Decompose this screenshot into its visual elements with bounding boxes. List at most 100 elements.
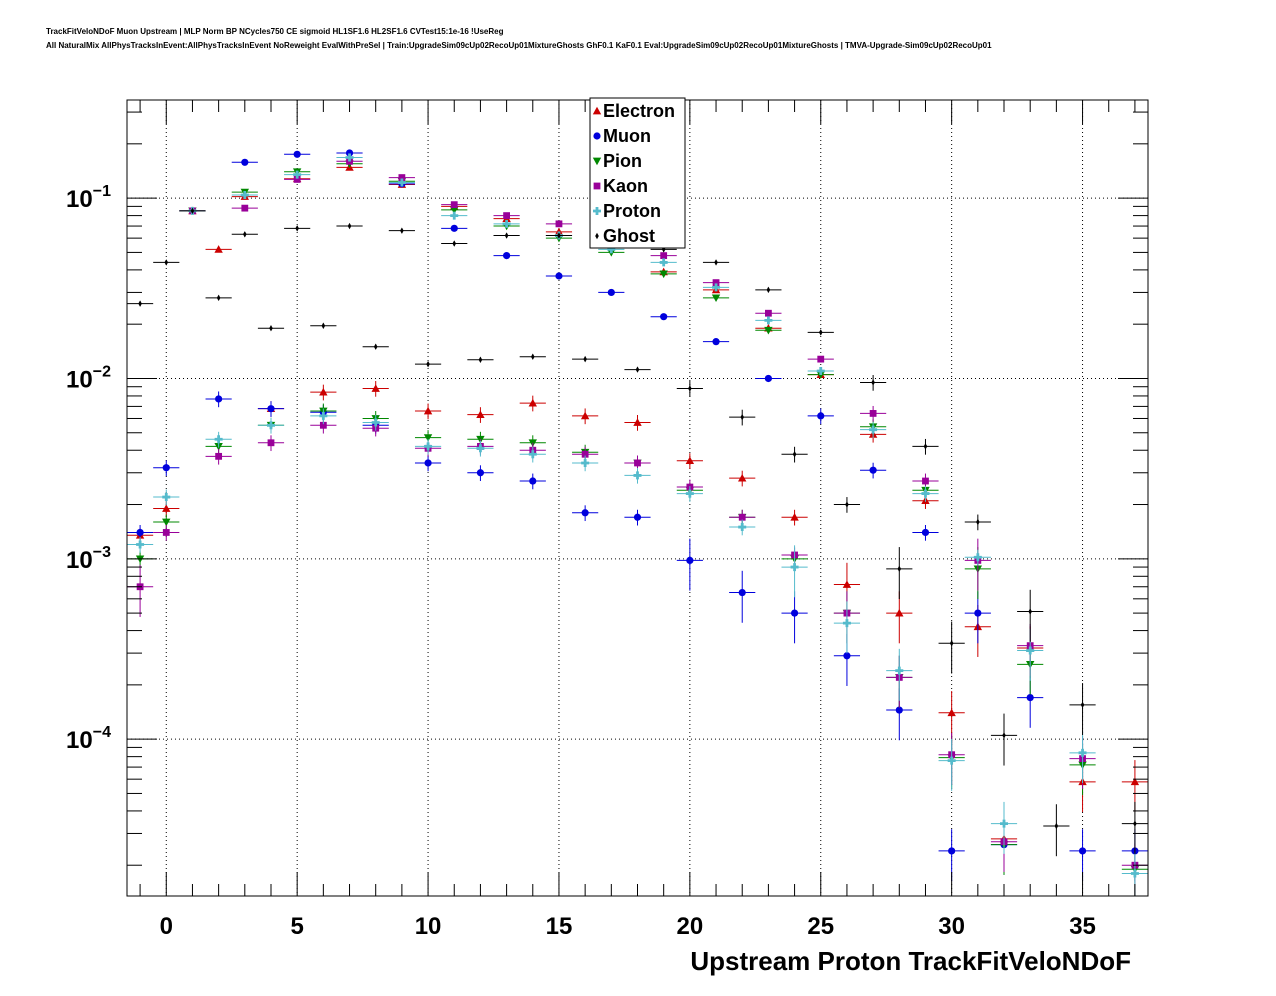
data-point: [1078, 847, 1087, 855]
chart-title-line-1: TrackFitVeloNDoF Muon Upstream | MLP Nor…: [46, 27, 504, 36]
legend-marker-electron: [592, 106, 602, 115]
data-point: [373, 343, 378, 350]
data-point: [295, 225, 299, 232]
legend-marker-pion: [592, 157, 602, 166]
legend-label-ghost: Ghost: [603, 226, 655, 246]
data-point: [581, 458, 590, 467]
axis-ticks: [127, 100, 1148, 896]
data-point: [476, 469, 485, 477]
data-point: [502, 219, 511, 228]
tick-labels: 0 5 10 15 20 25 30 35 10−1 10−2 10−3 10−4: [66, 183, 1096, 940]
data-point: [424, 459, 432, 467]
data-point: [922, 477, 929, 485]
data-point: [711, 294, 721, 303]
data-point: [817, 355, 825, 363]
data-point: [528, 450, 537, 459]
x-tick-label: 0: [160, 913, 173, 940]
data-point: [398, 174, 406, 181]
series-muon: [127, 149, 1148, 882]
legend-label-kaon: Kaon: [603, 176, 648, 196]
data-point: [869, 425, 878, 434]
data-point: [974, 609, 982, 617]
data-point: [714, 259, 718, 266]
data-point: [581, 450, 589, 458]
chart-title-line-2: All NaturalMix AllPhysTracksInEvent:AllP…: [46, 41, 992, 50]
legend: Electron Muon Pion Kaon Proton Ghost: [589, 97, 686, 249]
data-point: [1002, 732, 1006, 739]
legend-marker-muon: [593, 132, 601, 140]
series-pion: [127, 160, 1148, 896]
data-point: [764, 316, 773, 325]
data-point: [581, 509, 589, 517]
data-point: [423, 434, 433, 442]
data-point: [319, 387, 328, 396]
series-kaon: [127, 157, 1148, 896]
data-point: [685, 489, 694, 498]
data-point: [764, 309, 772, 317]
data-point: [660, 313, 668, 321]
data-point: [478, 356, 483, 363]
legend-marker-kaon: [593, 182, 601, 190]
data-point: [400, 227, 404, 234]
data-point: [371, 418, 380, 427]
data-point: [948, 847, 956, 855]
data-point: [1000, 819, 1009, 828]
data-point: [633, 471, 642, 480]
data-point: [685, 456, 695, 465]
data-point: [740, 413, 745, 421]
data-point: [162, 504, 171, 512]
data-points: [127, 149, 1148, 896]
data-point: [738, 588, 746, 597]
data-point: [973, 553, 982, 562]
data-point: [895, 666, 904, 675]
data-point: [530, 353, 535, 360]
data-point: [162, 529, 170, 536]
data-point: [764, 374, 772, 383]
data-point: [450, 201, 458, 209]
data-point: [869, 466, 877, 474]
data-point: [243, 231, 247, 238]
data-point: [659, 258, 668, 267]
data-point: [764, 326, 773, 335]
data-point: [269, 324, 273, 332]
data-point: [843, 652, 851, 660]
data-point: [190, 207, 195, 215]
data-point: [136, 540, 145, 549]
data-point: [504, 232, 509, 239]
data-point: [557, 232, 561, 239]
data-point: [738, 473, 747, 482]
data-point: [321, 322, 326, 329]
legend-label-pion: Pion: [603, 151, 642, 171]
data-point: [921, 489, 930, 498]
data-point: [895, 706, 903, 714]
data-point: [790, 609, 799, 617]
data-point: [1130, 869, 1139, 878]
data-point: [345, 149, 354, 157]
x-axis-title: Upstream Proton TrackFitVeloNDoF: [690, 946, 1131, 976]
data-point: [1133, 820, 1137, 827]
data-point: [293, 150, 301, 158]
data-point: [1078, 748, 1087, 757]
data-point: [214, 435, 223, 444]
data-point: [635, 366, 640, 373]
data-point: [712, 338, 720, 346]
data-point: [976, 518, 980, 526]
data-point: [426, 360, 430, 368]
data-point: [293, 175, 301, 183]
y-tick-label: 10−3: [66, 544, 111, 574]
data-point: [450, 206, 459, 215]
data-point: [528, 398, 537, 407]
legend-label-electron: Electron: [603, 101, 675, 121]
data-point: [895, 608, 904, 617]
data-point: [1054, 822, 1059, 830]
data-point: [869, 410, 877, 417]
data-point: [164, 259, 169, 266]
data-point: [818, 329, 823, 336]
data-point: [947, 756, 956, 765]
data-point: [476, 444, 485, 453]
data-point: [240, 191, 249, 200]
x-tick-label: 10: [415, 913, 442, 940]
data-point: [842, 619, 851, 628]
data-point: [345, 153, 354, 162]
